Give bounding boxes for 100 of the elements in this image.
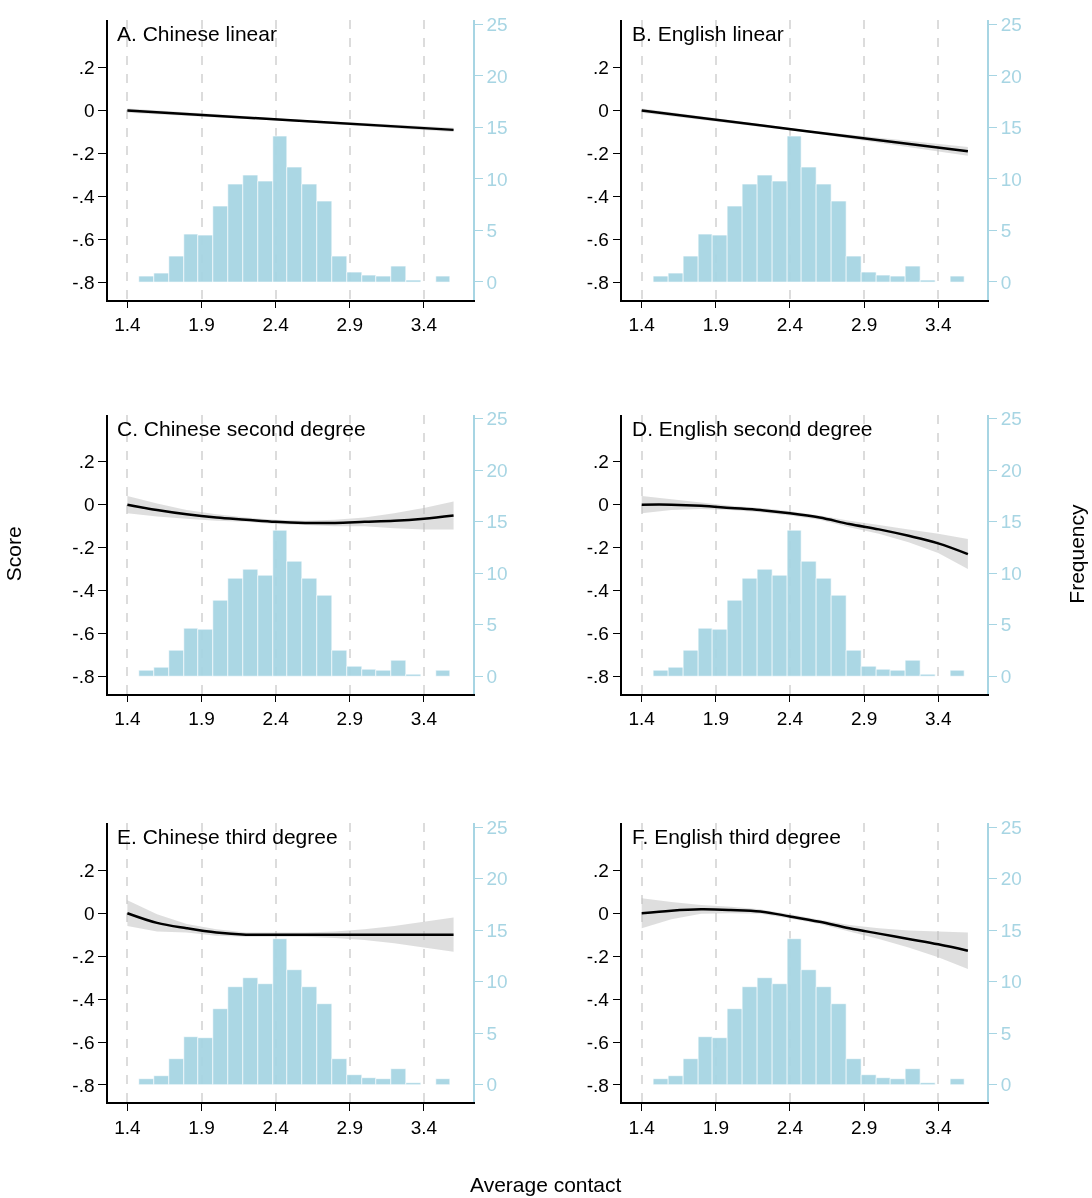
y-tick-label: -.2 [72, 945, 95, 967]
y2-tick-label: 5 [1000, 1022, 1012, 1044]
x-tick-label: 3.4 [925, 708, 952, 730]
x-tick-label: 2.4 [262, 708, 290, 730]
y2-tick-label: 10 [486, 168, 508, 190]
x-tick-label: 1.9 [702, 314, 730, 336]
chart-title: F. English third degree [632, 825, 841, 848]
y2-tick-label: 10 [1000, 562, 1022, 584]
x-tick-label: 1.4 [114, 314, 142, 336]
y-tick-label: -.6 [586, 623, 609, 645]
y2-tick-label: 10 [1000, 971, 1022, 993]
y-tick-label: 0 [83, 100, 95, 122]
y2-tick-label: 25 [486, 816, 508, 838]
y2-tick-label: 10 [1000, 168, 1022, 190]
y2-tick-label: 25 [486, 408, 508, 430]
y2-tick-label: 5 [486, 220, 497, 242]
chart-title: B. English linear [632, 22, 784, 45]
y-tick-label: .2 [78, 859, 95, 881]
y2-tick-label: 20 [1000, 65, 1022, 87]
line-series [126, 911, 455, 937]
y2-tick-label: 25 [1000, 14, 1022, 36]
x-tick-label: 2.9 [850, 708, 878, 730]
y-axis-title: Score [2, 526, 26, 582]
x-tick-label: 3.4 [925, 1116, 952, 1138]
y-tick-label: -.4 [72, 580, 95, 602]
y2-tick-label: 5 [486, 614, 497, 636]
y2-tick-label: 0 [486, 1074, 497, 1096]
line-series [126, 503, 455, 525]
x-tick-label: 3.4 [925, 314, 952, 336]
chart-title: A. Chinese linear [117, 22, 277, 45]
x-tick-label: 2.4 [776, 708, 804, 730]
y-tick-label: -.6 [586, 1031, 609, 1053]
x-tick-label: 3.4 [410, 708, 438, 730]
y-tick-label: -.8 [586, 1074, 609, 1096]
x-tick-label: 1.4 [628, 708, 656, 730]
y2-tick-label: 15 [1000, 919, 1022, 941]
y2-tick-label: 0 [1000, 665, 1012, 687]
y-tick-label: .2 [593, 859, 609, 881]
x-tick-label: 2.9 [336, 314, 363, 336]
x-tick-label: 2.9 [850, 1116, 878, 1138]
y2-tick-label: 25 [486, 14, 508, 36]
x-tick-label: 2.9 [336, 1116, 363, 1138]
y2-tick-label: 20 [1000, 868, 1022, 890]
y-tick-label: 0 [598, 494, 609, 516]
y-tick-label: -.4 [72, 186, 95, 208]
y2-tick-label: 0 [486, 665, 497, 687]
y2-tick-label: 20 [486, 868, 508, 890]
x-tick-label: 2.9 [336, 708, 363, 730]
y-tick-label: -.6 [72, 623, 95, 645]
x-tick-label: 1.4 [628, 314, 656, 336]
x-tick-label: 1.9 [188, 1116, 215, 1138]
y2-tick-label: 10 [486, 562, 508, 584]
x-tick-label: 2.4 [776, 314, 804, 336]
y2-tick-label: 25 [1000, 816, 1022, 838]
y2-tick-label: 15 [1000, 117, 1022, 139]
y-tick-label: -.4 [586, 580, 610, 602]
y-tick-label: -.2 [72, 143, 95, 165]
y-tick-label: .2 [78, 451, 95, 473]
line-series [640, 503, 970, 556]
y2-tick-label: 15 [486, 511, 508, 533]
x-tick-label: 1.4 [114, 1116, 142, 1138]
y-tick-label: 0 [598, 902, 609, 924]
y-tick-label: .2 [593, 57, 609, 79]
y2-axis-title: Frequency [1064, 503, 1088, 604]
y2-tick-label: 0 [1000, 1074, 1012, 1096]
x-tick-label: 2.4 [776, 1116, 804, 1138]
y-tick-label: -.8 [586, 271, 609, 293]
y-tick-label: .2 [593, 451, 609, 473]
y2-tick-label: 5 [1000, 220, 1012, 242]
x-tick-label: 1.4 [114, 708, 142, 730]
chart-title: C. Chinese second degree [117, 417, 366, 440]
x-tick-label: 1.9 [702, 708, 730, 730]
y2-tick-label: 15 [1000, 511, 1022, 533]
y-tick-label: -.8 [586, 666, 609, 688]
y2-tick-label: 0 [486, 271, 497, 293]
y-tick-label: 0 [598, 100, 609, 122]
y2-tick-label: 5 [1000, 614, 1012, 636]
x-tick-label: 3.4 [410, 1116, 438, 1138]
y-tick-label: .2 [78, 57, 95, 79]
y2-tick-label: 5 [486, 1022, 497, 1044]
y-tick-label: -.4 [586, 186, 610, 208]
y-tick-label: -.6 [72, 1031, 95, 1053]
chart-title: D. English second degree [632, 417, 873, 440]
y-tick-label: -.6 [72, 229, 95, 251]
x-axis-title: Average contact [470, 1173, 622, 1196]
y-tick-label: -.4 [586, 988, 610, 1010]
y2-tick-label: 15 [486, 919, 508, 941]
y2-tick-label: 20 [486, 65, 508, 87]
y-tick-label: 0 [83, 902, 95, 924]
x-tick-label: 3.4 [410, 314, 438, 336]
y-tick-label: -.2 [586, 143, 609, 165]
y-tick-label: -.6 [586, 229, 609, 251]
y2-tick-label: 15 [486, 117, 508, 139]
y2-tick-label: 10 [486, 971, 508, 993]
line-series [640, 908, 970, 953]
y-tick-label: 0 [83, 494, 95, 516]
y-tick-label: -.2 [586, 945, 609, 967]
x-tick-label: 2.4 [262, 1116, 290, 1138]
chart-title: E. Chinese third degree [117, 825, 338, 848]
x-tick-label: 1.9 [188, 708, 215, 730]
